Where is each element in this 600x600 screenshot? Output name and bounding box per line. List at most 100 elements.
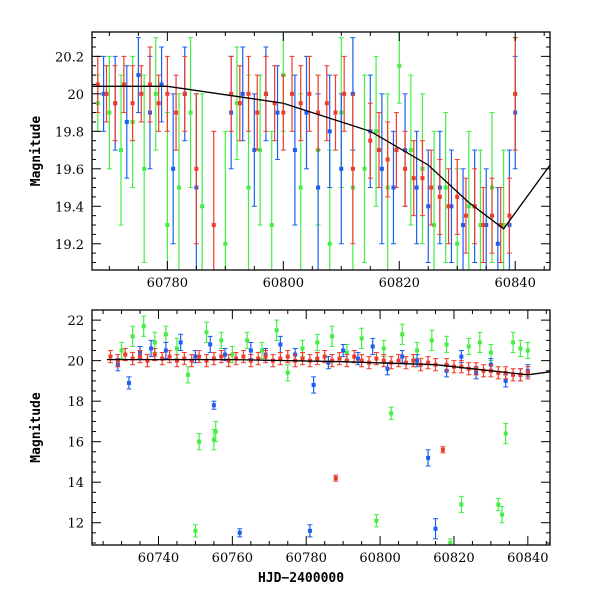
data-point [272, 65, 278, 142]
data-point [112, 65, 118, 142]
data-point [263, 55, 269, 132]
data-point [163, 341, 169, 360]
data-point [121, 55, 127, 114]
y-axis-top: 19.2 19.4 19.6 19.8 20 20.2 [55, 37, 550, 264]
data-point [246, 55, 252, 132]
series-1-top [95, 32, 518, 270]
y-tick-label: 14 [67, 476, 84, 491]
data-point [399, 323, 405, 345]
data-point [240, 46, 246, 142]
x-tick-label: 60780 [286, 551, 327, 566]
data-point [314, 352, 320, 366]
data-point [240, 350, 246, 364]
data-point [107, 350, 113, 364]
top-panel: 60780 60800 60820 60840 19.2 19.4 19.6 19.8 20 20… [29, 31, 551, 291]
data-point [237, 528, 243, 538]
data-point [489, 177, 495, 254]
data-point [192, 524, 198, 538]
data-point [185, 366, 191, 384]
data-point [425, 356, 431, 370]
data-point [159, 352, 165, 366]
y-tick-label: 18 [67, 395, 84, 410]
data-point [388, 406, 394, 420]
data-point [466, 130, 472, 270]
data-point [148, 339, 154, 358]
data-point [298, 65, 304, 142]
data-point [350, 93, 356, 245]
y-tick-label: 20 [67, 355, 84, 370]
data-point [414, 130, 420, 245]
data-point [254, 74, 260, 151]
x-axis-title-bottom: HJD−2400000 [258, 571, 344, 586]
y-tick-label: 12 [67, 517, 84, 532]
data-point [188, 37, 194, 189]
data-point [130, 325, 136, 347]
data-point [379, 93, 385, 245]
data-point [481, 364, 487, 378]
data-point [211, 130, 217, 270]
plot-frame-top [91, 31, 551, 271]
data-point [495, 497, 501, 512]
y-axis-bottom: 12 14 16 18 20 22 [67, 309, 550, 544]
data-point [444, 335, 450, 354]
y-tick-label: 20 [67, 88, 84, 103]
data-point [233, 352, 239, 366]
data-point [325, 356, 331, 370]
data-point [234, 46, 240, 160]
data-point [289, 55, 295, 132]
data-point [411, 140, 417, 217]
data-point [495, 366, 501, 380]
data-point [228, 55, 234, 132]
data-point [182, 55, 188, 132]
model-curve-top [92, 85, 550, 230]
data-point [499, 506, 505, 524]
data-point [292, 74, 298, 226]
y-tick-label: 16 [67, 436, 84, 451]
data-point [324, 65, 330, 142]
y-tick-label: 19.2 [55, 238, 84, 253]
data-point [130, 352, 136, 366]
data-point [498, 187, 504, 264]
data-point [448, 149, 454, 264]
x-tick-label: 60740 [138, 551, 179, 566]
data-point [340, 343, 346, 358]
data-point [344, 354, 350, 368]
data-point [196, 350, 202, 364]
data-point [285, 364, 291, 382]
data-point [446, 168, 452, 245]
data-point [517, 339, 523, 358]
data-point [147, 46, 153, 123]
data-point [399, 350, 405, 364]
data-point [341, 55, 347, 132]
y-axis-title-bottom: Magnitude [29, 392, 44, 463]
data-point [138, 65, 144, 123]
data-point [403, 356, 409, 370]
data-point [193, 93, 199, 245]
data-point [419, 140, 425, 217]
data-point [336, 352, 342, 366]
model-curve-bottom [106, 358, 550, 376]
data-point [381, 354, 387, 368]
data-point [433, 518, 438, 540]
data-point [207, 335, 213, 354]
data-point [196, 433, 202, 451]
data-point [222, 130, 228, 270]
data-point [189, 354, 195, 368]
data-point [124, 65, 130, 179]
data-point [477, 149, 483, 270]
data-point [137, 350, 143, 364]
data-point [204, 321, 209, 343]
data-point [510, 368, 516, 382]
data-point [376, 112, 382, 189]
data-point [477, 331, 483, 354]
data-point [211, 352, 217, 366]
data-point [329, 325, 335, 347]
data-point [199, 93, 205, 270]
x-tick-label: 60840 [507, 551, 548, 566]
data-point [170, 93, 176, 245]
data-point [126, 376, 132, 390]
plot-area-top [92, 32, 550, 270]
x-tick-label: 60840 [495, 276, 536, 291]
data-point [359, 354, 365, 368]
